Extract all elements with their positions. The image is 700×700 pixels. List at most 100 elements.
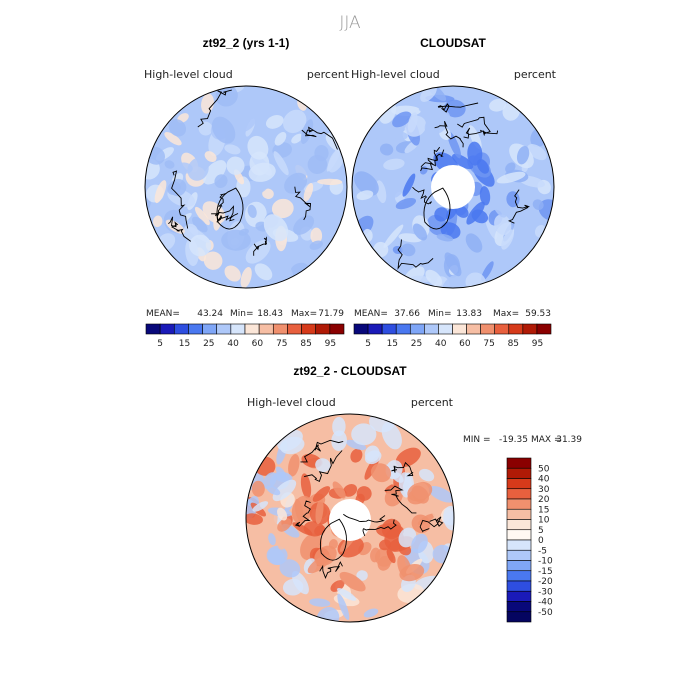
field-blob — [278, 538, 288, 550]
coastline — [384, 485, 417, 514]
field-blob — [465, 233, 483, 253]
colorbar-swatch — [466, 323, 481, 335]
field-blob — [471, 209, 489, 224]
colorbar-swatch — [188, 323, 203, 335]
field-blob — [291, 133, 303, 144]
field-blob — [194, 206, 210, 226]
panel-model-variable: High-level cloud — [144, 68, 233, 81]
colorbar-tick-label: -5 — [538, 546, 547, 556]
coastline — [168, 216, 192, 242]
panel-model-map — [145, 86, 347, 288]
field-blob — [262, 188, 274, 200]
field-blob — [443, 505, 454, 531]
field-blob — [383, 158, 405, 170]
colorbar-tick-label: 85 — [508, 339, 519, 349]
field-blob — [491, 196, 507, 218]
field-blob — [293, 215, 315, 235]
coastline — [437, 102, 479, 113]
panel-diff-stats: MIN = -19.35 MAX = 31.39 — [463, 435, 582, 445]
coastline — [420, 146, 441, 168]
field-blob — [164, 160, 175, 169]
field-blob — [203, 251, 223, 270]
coastline — [197, 89, 232, 128]
field-blob — [270, 96, 286, 113]
field-blob — [316, 607, 340, 622]
field-blob — [391, 471, 404, 483]
colorbar-swatch — [258, 323, 274, 335]
colorbar-swatch — [329, 323, 345, 335]
field-blob — [532, 199, 544, 211]
field-blob — [246, 513, 263, 525]
field-blob — [424, 110, 451, 136]
colorbar-tick-label: 25 — [203, 339, 214, 349]
field-blob — [363, 608, 379, 618]
stat-min-value: -19.35 — [499, 435, 528, 445]
field-blob — [267, 548, 285, 565]
field-blob — [489, 98, 507, 112]
field-blob — [300, 473, 312, 499]
coastline-greenland — [423, 187, 451, 230]
field-blob — [312, 486, 331, 502]
stat-min-label: Min= — [428, 309, 452, 319]
field-blob — [224, 265, 241, 282]
panel-model: zt92_2 (yrs 1-1) High-level cloud percen… — [144, 36, 350, 349]
colorbar-tick-label: 5 — [157, 339, 163, 349]
panel-diff-variable: High-level cloud — [247, 396, 336, 409]
colorbar-tick-label: 5 — [538, 526, 544, 536]
colorbar-swatch — [506, 590, 532, 602]
stat-min-value: 18.43 — [257, 309, 283, 319]
field-blob — [418, 105, 442, 115]
field-blob — [277, 507, 288, 521]
field-blob — [215, 86, 238, 107]
field-blob — [226, 156, 245, 175]
stat-min-value: 13.83 — [456, 309, 482, 319]
stat-mean-label: MEAN= — [354, 309, 388, 319]
field-blob — [384, 486, 403, 507]
coastline-greenland — [216, 187, 244, 230]
panel-model-coastlines — [168, 89, 338, 256]
field-blob — [247, 135, 269, 160]
panel-model-units: percent — [307, 68, 350, 81]
field-blob — [434, 207, 449, 222]
field-blob — [310, 227, 323, 244]
field-blob — [383, 224, 404, 248]
colorbar-swatch — [506, 519, 532, 531]
stat-max-value: 31.39 — [556, 435, 582, 445]
field-blob — [538, 199, 554, 221]
colorbar-tick-label: 15 — [538, 505, 549, 515]
field-blob — [395, 197, 417, 210]
field-blob — [314, 145, 329, 162]
coastline-greenland — [319, 518, 347, 561]
colorbar-swatch — [353, 323, 369, 335]
coastline — [216, 193, 227, 222]
field-blob — [272, 479, 297, 502]
colorbar-swatch — [159, 323, 175, 335]
stat-max-label: Max= — [291, 309, 317, 319]
colorbar-swatch — [301, 323, 317, 335]
field-blob — [425, 237, 442, 256]
season-title: JJA — [339, 13, 361, 33]
field-blob — [265, 114, 284, 129]
panel-diff-map-border — [245, 413, 455, 623]
field-blob — [467, 141, 483, 166]
colorbar-tick-label: 85 — [300, 339, 311, 349]
stat-max-value: 71.79 — [318, 309, 344, 319]
field-blob — [468, 125, 482, 150]
field-blob — [392, 111, 412, 128]
panel-diff-coastlines — [294, 439, 444, 580]
field-blob — [211, 116, 236, 144]
field-blob — [273, 151, 289, 176]
coastline — [294, 186, 311, 221]
colorbar-swatch — [506, 488, 532, 500]
field-blob — [402, 173, 416, 197]
colorbar-swatch — [395, 323, 411, 335]
field-blob — [273, 260, 294, 282]
field-blob — [356, 570, 368, 581]
panel-obs-map-border — [351, 85, 555, 289]
field-blob — [187, 157, 209, 181]
field-blob — [303, 183, 314, 202]
field-blob — [452, 153, 474, 170]
field-blob — [207, 88, 224, 112]
field-blob — [436, 233, 454, 242]
coastline — [304, 450, 343, 483]
